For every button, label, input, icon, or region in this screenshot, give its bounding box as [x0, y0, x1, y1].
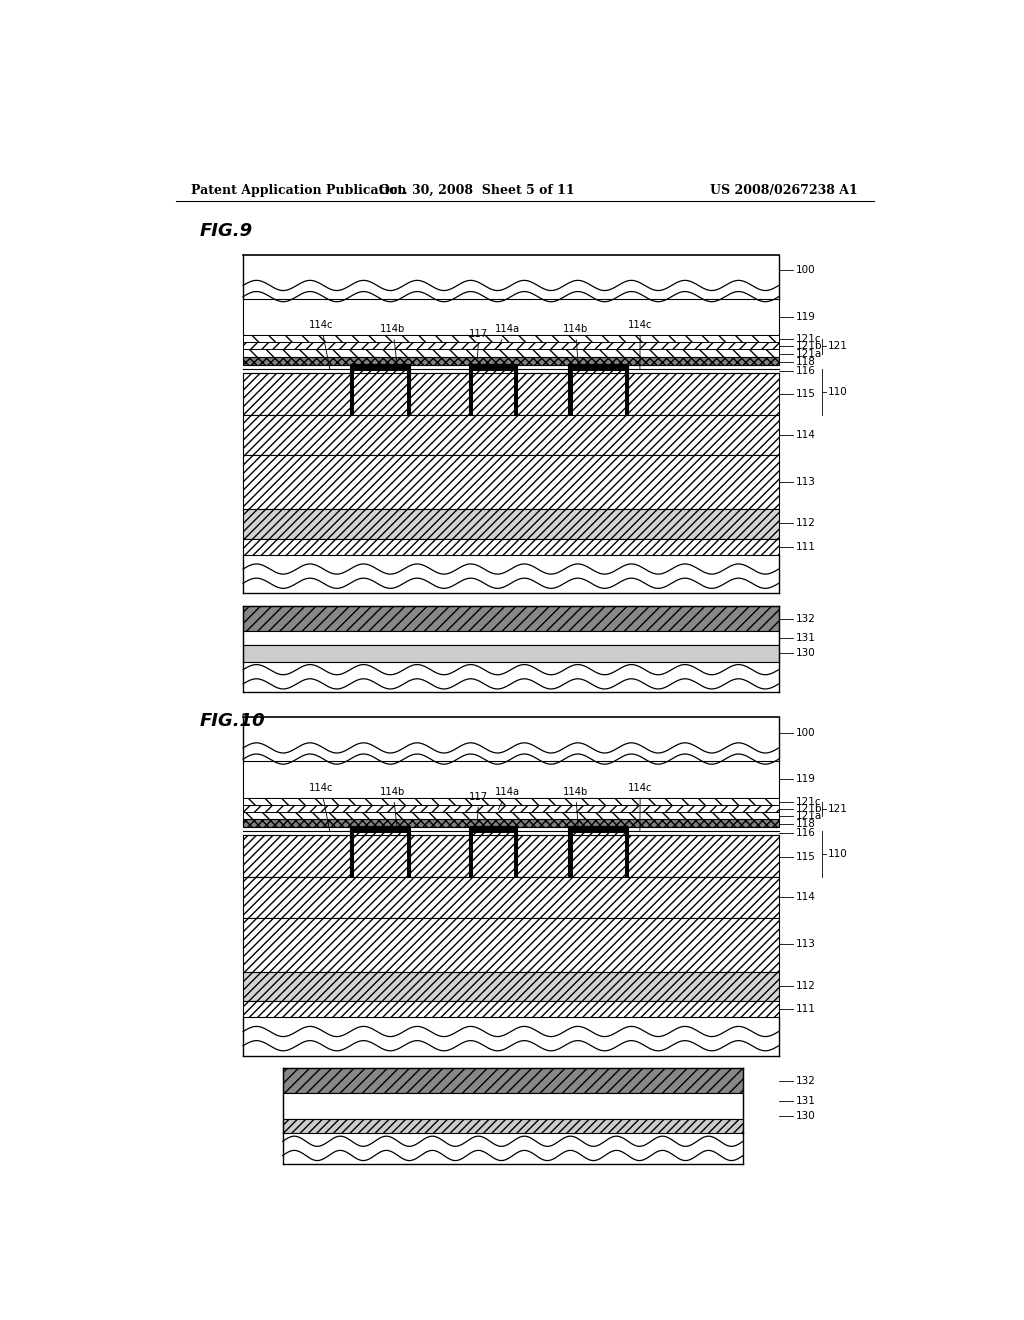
Bar	[350, 364, 410, 414]
Text: 114b: 114b	[563, 325, 588, 370]
Bar	[243, 335, 778, 342]
Bar	[243, 876, 778, 917]
Text: 111: 111	[796, 541, 815, 552]
Text: 112: 112	[796, 519, 815, 528]
Text: 110: 110	[828, 849, 848, 859]
Text: 117: 117	[469, 792, 488, 821]
Text: 118: 118	[796, 356, 815, 367]
Text: 110: 110	[828, 387, 848, 397]
Text: 115: 115	[796, 389, 815, 399]
Text: 121b: 121b	[796, 804, 822, 814]
Text: 132: 132	[796, 614, 815, 624]
Text: 114a: 114a	[495, 787, 520, 809]
Text: 100: 100	[796, 727, 815, 738]
Bar	[472, 833, 514, 876]
Text: 114c: 114c	[628, 319, 652, 370]
Text: 119: 119	[796, 312, 815, 322]
Bar	[243, 645, 778, 661]
Text: 114c: 114c	[628, 783, 652, 832]
Bar	[243, 917, 778, 972]
Bar	[469, 364, 517, 414]
Text: US 2008/0267238 A1: US 2008/0267238 A1	[711, 183, 858, 197]
Text: 130: 130	[796, 1111, 815, 1121]
Bar	[469, 826, 517, 876]
Bar	[243, 805, 778, 812]
Text: Patent Application Publication: Patent Application Publication	[191, 183, 407, 197]
Bar	[243, 797, 778, 805]
Bar	[243, 342, 778, 350]
Text: 114a: 114a	[495, 325, 520, 347]
Text: FIG.10: FIG.10	[200, 713, 265, 730]
Bar	[243, 539, 778, 554]
Bar	[243, 762, 778, 797]
Bar	[243, 972, 778, 1001]
Bar	[243, 1001, 778, 1018]
Text: 131: 131	[796, 634, 815, 643]
Bar	[353, 833, 407, 876]
Text: FIG.9: FIG.9	[200, 223, 253, 240]
Text: 118: 118	[796, 820, 815, 829]
Text: 116: 116	[796, 366, 815, 376]
Text: 114: 114	[796, 892, 815, 903]
Text: 114b: 114b	[563, 787, 588, 832]
Text: 121b: 121b	[796, 342, 822, 351]
Text: 121a: 121a	[796, 348, 821, 359]
Bar	[283, 1068, 743, 1093]
Bar	[571, 833, 625, 876]
Text: Oct. 30, 2008  Sheet 5 of 11: Oct. 30, 2008 Sheet 5 of 11	[379, 183, 575, 197]
Bar	[568, 364, 628, 414]
Bar	[353, 370, 407, 414]
Text: 113: 113	[796, 939, 815, 949]
Bar	[243, 356, 778, 364]
Text: 130: 130	[796, 648, 815, 659]
Text: 111: 111	[796, 1005, 815, 1014]
Text: 121a: 121a	[796, 810, 821, 821]
Text: 115: 115	[796, 851, 815, 862]
Text: 121c: 121c	[796, 334, 821, 345]
Bar	[243, 812, 778, 818]
Bar	[350, 826, 410, 876]
Bar	[283, 1093, 743, 1119]
Text: 121c: 121c	[796, 797, 821, 807]
Text: 113: 113	[796, 477, 815, 487]
Text: 116: 116	[796, 828, 815, 838]
Text: 114b: 114b	[380, 787, 406, 832]
Text: 112: 112	[796, 981, 815, 991]
Text: 114: 114	[796, 430, 815, 440]
Text: 117: 117	[469, 329, 488, 359]
Bar	[243, 414, 778, 455]
Bar	[568, 826, 628, 876]
Bar	[283, 1119, 743, 1133]
Text: 119: 119	[796, 775, 815, 784]
Text: 114c: 114c	[309, 783, 334, 832]
Bar	[571, 370, 625, 414]
Bar	[243, 350, 778, 356]
Text: 132: 132	[796, 1076, 815, 1086]
Text: 114c: 114c	[309, 319, 334, 370]
Bar	[243, 298, 778, 335]
Bar	[472, 370, 514, 414]
Bar	[243, 510, 778, 539]
Bar	[243, 818, 778, 828]
Text: 131: 131	[796, 1096, 815, 1106]
Bar	[243, 631, 778, 645]
Bar	[243, 836, 778, 876]
Bar	[243, 372, 778, 414]
Text: 100: 100	[796, 265, 815, 275]
Bar	[243, 455, 778, 510]
Text: 121: 121	[828, 342, 848, 351]
Text: 121: 121	[828, 804, 848, 814]
Text: 114b: 114b	[380, 325, 406, 370]
Bar	[243, 606, 778, 631]
